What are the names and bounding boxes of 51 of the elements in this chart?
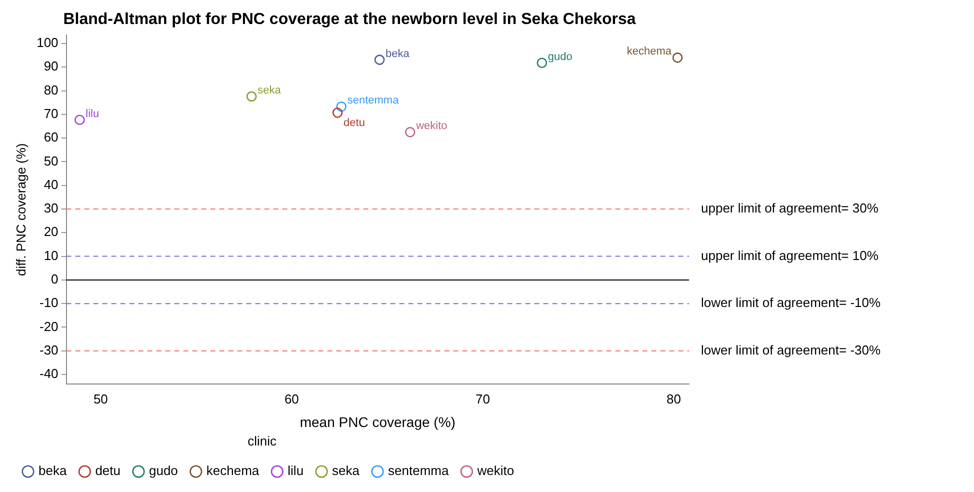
y-tick-label: 40	[44, 176, 58, 192]
legend-label: detu	[95, 463, 120, 478]
text: seka	[258, 84, 281, 96]
y-tick-label: 10	[44, 248, 58, 263]
text: gudo	[548, 50, 572, 63]
y-tick-label: -10	[39, 295, 58, 310]
legend-label: seka	[332, 463, 360, 478]
legend-label: kechema	[206, 463, 260, 478]
legend-label: gudo	[148, 463, 178, 478]
x-tick-label: 80	[666, 391, 681, 406]
legend-label: lilu	[288, 463, 304, 478]
legend-label: sentemma	[388, 463, 450, 478]
x-tick-label: 50	[93, 391, 108, 406]
point	[74, 114, 85, 126]
y-tick-label: 30	[44, 200, 58, 216]
y-tick-label: -40	[39, 366, 58, 382]
point	[536, 58, 548, 68]
y-tick-label: 50	[44, 153, 58, 168]
point	[404, 127, 416, 138]
ref-line-label: upper limit of agreement= 30%	[701, 200, 879, 216]
point	[336, 101, 346, 112]
y-tick-label: 0	[51, 272, 58, 287]
y-tick-label: 100	[36, 35, 58, 50]
legend-title: clinic	[248, 433, 277, 448]
legend-label: beka	[38, 463, 68, 478]
point	[246, 91, 257, 102]
text: wekito	[416, 120, 448, 132]
y-tick-label: 20	[44, 224, 58, 240]
point	[332, 108, 343, 118]
text: sentemma	[347, 94, 399, 107]
point	[374, 54, 385, 65]
x-tick-label: 70	[475, 391, 490, 406]
text: beka	[386, 48, 410, 60]
ref-line-label: lower limit of agreement= -30%	[701, 342, 881, 358]
ref-line-label: upper limit of agreement= 10%	[701, 248, 879, 263]
ref-line-label: lower limit of agreement= -10%	[701, 295, 881, 310]
legend-label: wekito	[476, 463, 514, 478]
y-tick-label: 70	[44, 106, 58, 121]
point	[672, 52, 683, 63]
y-tick-label: 60	[44, 130, 58, 145]
x-tick-label: 60	[284, 391, 299, 406]
y-axis-title: diff. PNC coverage (%)	[13, 143, 28, 276]
text: detu	[344, 116, 365, 129]
y-tick-label: -30	[39, 342, 58, 358]
chart-title: Bland-Altman plot for PNC coverage at the newborn level in Seka Chekorsa	[63, 11, 636, 28]
text: kechema	[626, 46, 672, 58]
x-axis-title: mean PNC coverage (%)	[300, 414, 456, 430]
text: lilu	[86, 108, 100, 120]
y-tick-label: -20	[39, 318, 58, 334]
y-tick-label: 90	[44, 58, 58, 74]
y-tick-label: 80	[44, 82, 58, 98]
